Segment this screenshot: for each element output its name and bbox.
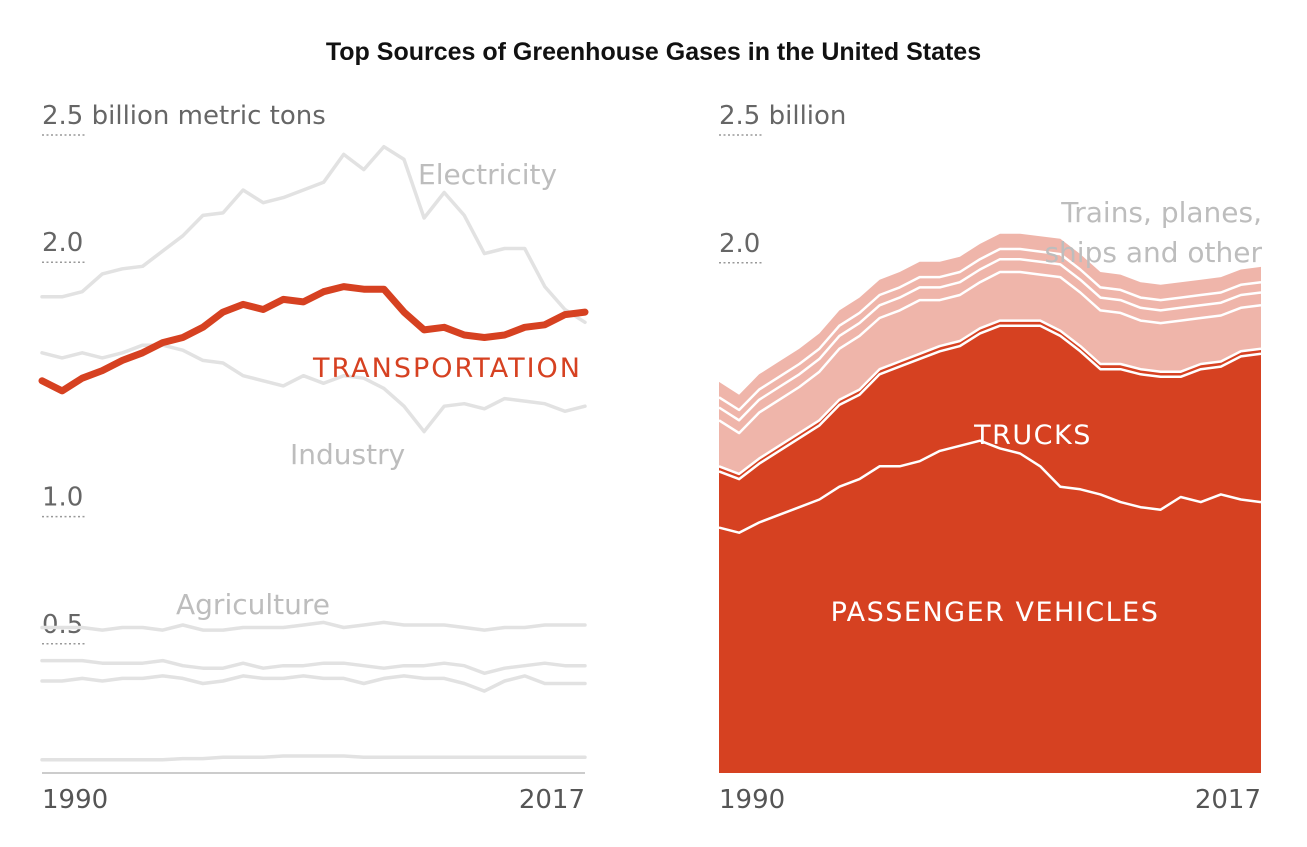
area-layer-trains-planes-ships-and-other-layer-5 — [719, 233, 1261, 410]
series-line-agriculture — [40, 620, 587, 632]
left-y-axis-ticks: 0.5 1.0 2.0 2.5 billion metric tons — [42, 101, 326, 645]
series-line-transportation — [38, 283, 589, 395]
series-label-agriculture: Agriculture — [176, 588, 330, 621]
area-layer-trains-planes-ships-and-other-layer-2 — [719, 272, 1261, 474]
series-label-electricity: Electricity — [418, 158, 557, 191]
left-y-tick-label-1: 1.0 — [42, 483, 83, 513]
right-x-label-start: 1990 — [719, 785, 785, 815]
left-x-label-end: 2017 — [519, 785, 585, 815]
series-label-industry: Industry — [290, 438, 405, 471]
series-line-industry — [40, 343, 587, 434]
series-label-other-line1: Trains, planes, — [1060, 196, 1262, 229]
series-line-residential — [40, 674, 587, 693]
left-x-label-start: 1990 — [42, 785, 108, 815]
right-y-tick-label-2: 2.0 — [719, 229, 760, 259]
area-boundary-trains-planes-ships-and-other-layer-3 — [718, 270, 1262, 435]
series-line-commercial — [40, 658, 587, 676]
area-boundary-trains-planes-ships-and-other-layer-1 — [718, 324, 1262, 481]
left-y-tick-label-2-5: 2.5 billion metric tons — [42, 101, 326, 131]
page-title: Top Sources of Greenhouse Gases in the U… — [325, 38, 982, 66]
series-line-other — [40, 754, 587, 762]
series-label-trucks: TRUCKS — [973, 420, 1092, 451]
series-label-passenger-vehicles: PASSENGER VEHICLES — [831, 597, 1160, 628]
right-x-label-end: 2017 — [1195, 785, 1261, 815]
series-label-other-line2: ships and other — [1044, 236, 1262, 269]
right-stacked-areas — [718, 233, 1262, 773]
left-y-tick-label-0-5: 0.5 — [42, 610, 83, 640]
area-layer-passenger-vehicles — [719, 440, 1261, 773]
right-y-tick-label-2-5: 2.5 billion — [719, 101, 846, 131]
area-boundary-trains-planes-ships-and-other-layer-2 — [718, 319, 1262, 476]
right-y-axis-ticks: 2.0 2.5 billion — [719, 101, 846, 264]
series-line-electricity — [40, 144, 587, 325]
left-y-tick-label-2: 2.0 — [42, 228, 83, 258]
series-label-transportation: TRANSPORTATION — [312, 353, 582, 384]
area-boundary-trucks — [718, 439, 1262, 534]
area-boundary-trains-planes-ships-and-other-layer-4 — [718, 257, 1262, 422]
left-series-lines — [38, 144, 589, 762]
area-boundary-trains-planes-ships-and-other-layer-5 — [718, 247, 1262, 412]
